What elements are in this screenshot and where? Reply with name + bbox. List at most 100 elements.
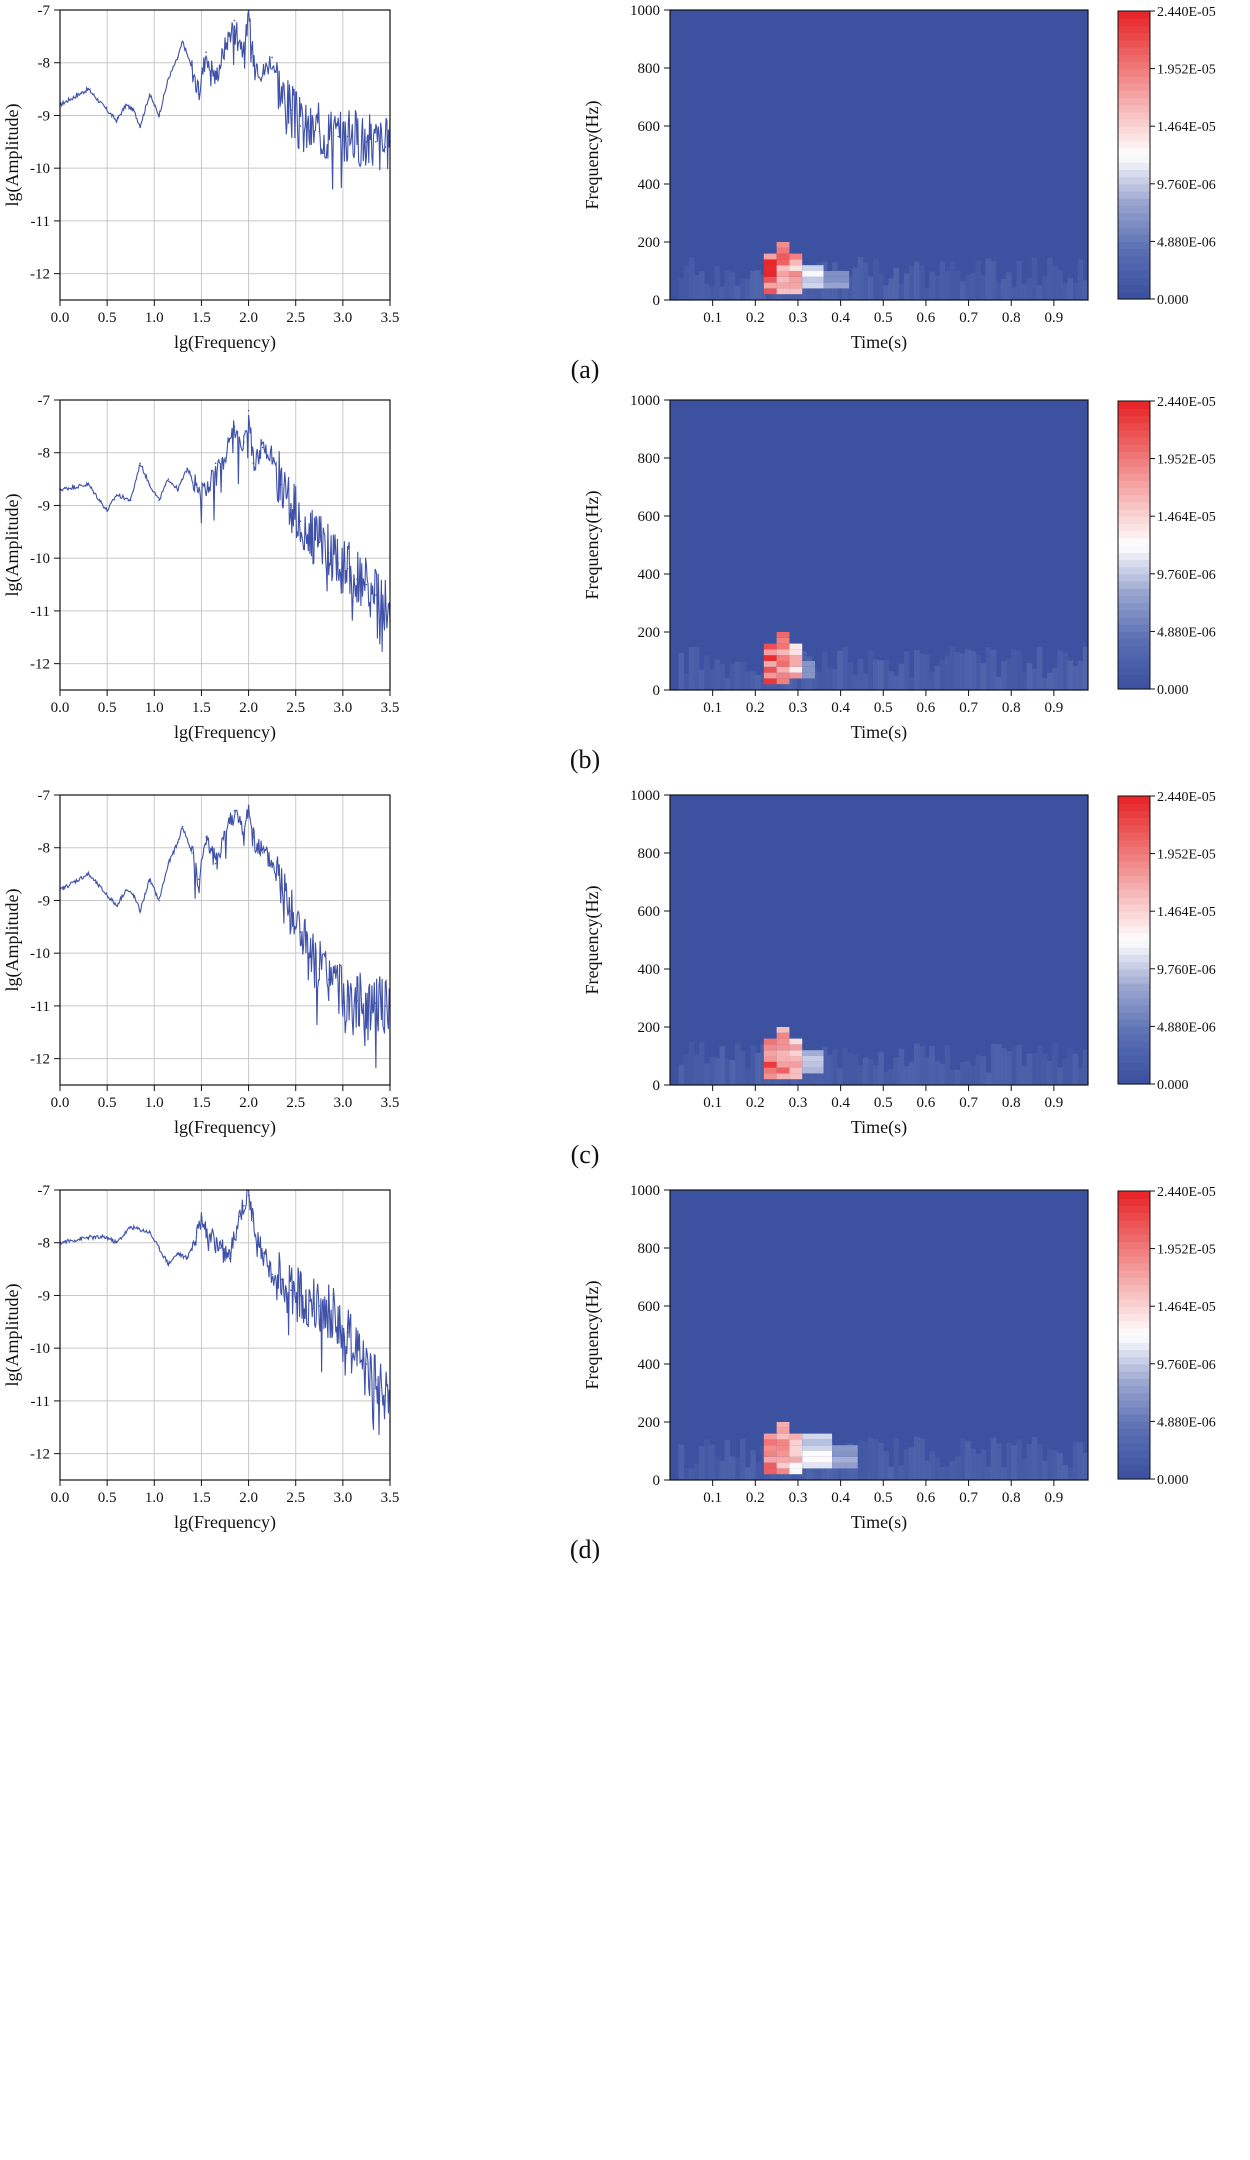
spectrogram-hotspot [776,1044,790,1051]
spectrogram-hotspot [802,1451,833,1457]
spectrogram-cell [934,275,941,300]
colorbar-tick-label: 1.952E-05 [1157,848,1216,863]
spectrogram-hotspot [776,672,790,679]
spectrogram-cell [878,1443,884,1480]
d-spectrum-series [59,1189,391,1436]
spectrogram-cell [739,1438,746,1480]
spectrogram-hotspot [789,1044,803,1051]
colorbar-frame [1117,400,1151,690]
colorbar-band [1118,1414,1150,1422]
spectrogram-cell [1062,1058,1069,1085]
a-spectrum-point [243,51,245,53]
colorbar-band [1118,219,1150,228]
spectrogram-cell [1077,660,1084,690]
colorbar-band [1118,530,1150,539]
spectrogram-cell [975,260,982,300]
spectrogram-cell [1021,672,1028,690]
colorbar-band [1118,1457,1150,1466]
y-axis-label: lg(Amplitude) [2,494,23,597]
spectrogram-cell [729,1060,736,1085]
colorbar-band [1118,868,1150,876]
d-spectrum-point [375,1379,377,1381]
spectrogram-cell [1047,1449,1053,1480]
spectrogram-hotspot [802,666,816,673]
colorbar-band [1118,140,1150,149]
x-tick-label: 0.5 [98,700,117,716]
c-spectrum-point [132,894,135,896]
spectrogram-cell [1000,278,1007,300]
spectrogram-cell [903,273,910,300]
colorbar-tick-label: 0.000 [1157,1078,1189,1093]
colorbar-band [1118,653,1150,661]
y-axis-label: Frequency(Hz) [582,1281,603,1390]
x-tick-label: 0.6 [917,310,936,326]
spectrogram-hotspot [789,1439,803,1446]
colorbar-band [1118,480,1150,488]
b-spectrum-point [87,483,90,486]
spectrogram-cell [1006,1051,1012,1085]
spectrogram-hotspot [789,1050,803,1056]
a-spectrogram-frame [669,9,1089,301]
x-axis-label: lg(Frequency) [174,332,276,353]
panel-label-d: (d) [570,1535,600,1564]
y-tick-label: 600 [638,119,661,135]
spectrogram-hotspot [832,1462,858,1469]
a-spectrum-point [132,109,135,111]
spectrogram-cell [944,1466,951,1480]
y-tick-label: 0 [653,293,661,309]
spectrogram-hotspot [763,253,777,260]
x-tick-label: 0.9 [1045,310,1064,326]
x-tick-label: 3.0 [333,1095,352,1111]
spectrogram-cell [1031,668,1038,690]
spectrogram-cell [1036,285,1043,300]
spectrogram-cell [939,1466,946,1480]
colorbar-tick-label: 9.760E-06 [1157,178,1216,193]
colorbar-band [1118,1349,1150,1358]
c-spectrogram-background [670,795,1088,1085]
spectrogram-cell [826,1055,833,1085]
spectrogram-hotspot [789,1061,803,1068]
spectrogram-cell [693,646,700,690]
spectrogram-cell [867,649,874,690]
spectrogram-cell [944,1044,951,1085]
spectrogram-cell [1031,1052,1038,1085]
colorbar-band [1118,1471,1150,1480]
colorbar-band [1118,1241,1150,1250]
b-colorbar: 0.000 4.880E-06 9.760E-06 1.464E-05 1.952E-0… [1117,395,1216,698]
spectrogram-cell [857,256,864,300]
spectrogram-cell [913,650,920,690]
spectrogram-cell [1006,1443,1012,1480]
spectrogram-hotspot [763,1456,777,1463]
colorbar-band [1118,451,1150,460]
colorbar-band [1118,581,1150,589]
b-spectrum-point [115,494,118,496]
c-spectrum-point [346,994,349,997]
d-spectrum-point [158,1247,160,1249]
spectrogram-cell [939,1063,946,1085]
spectrogram-cell [1016,1439,1022,1480]
y-tick-label: -11 [31,999,50,1015]
x-tick-label: 0.9 [1045,1095,1064,1111]
spectrogram-cell [852,1467,859,1480]
spectrogram-cell [1026,277,1033,300]
colorbar-band [1118,1270,1150,1278]
a-spectrum-point [139,125,141,127]
spectrogram-hotspot [763,1061,777,1068]
y-tick-label: 1000 [630,788,660,804]
colorbar-band [1118,1407,1150,1415]
colorbar-band [1118,39,1150,48]
x-tick-label: 1.5 [192,700,211,716]
colorbar-band [1118,1450,1150,1458]
colorbar-band [1118,516,1150,524]
colorbar-band [1118,1421,1150,1430]
spectrogram-cell [852,674,859,690]
colorbar-band [1118,1428,1150,1437]
x-tick-label: 3.5 [381,1490,400,1506]
x-tick-label: 1.0 [145,310,164,326]
spectrogram-cell [862,673,869,690]
spectrogram-hotspot [823,271,850,277]
spectrogram-cell [985,1072,992,1085]
spectrogram-cell [1016,650,1022,690]
d-spectrum-point [384,1394,387,1397]
x-axis-label: Time(s) [851,1512,907,1533]
